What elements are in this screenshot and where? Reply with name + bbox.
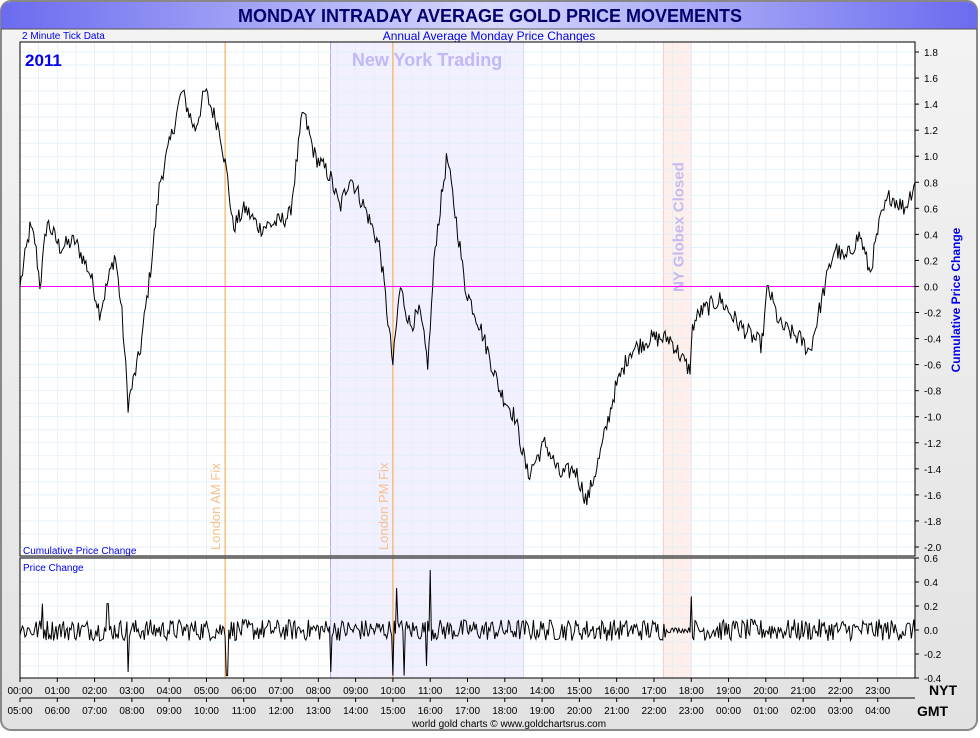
year-label: 2011 <box>25 51 62 70</box>
gmt-tick-label: 09:00 <box>157 706 182 717</box>
y-tick-label: 0.6 <box>924 204 938 215</box>
y-tick-label: 0.4 <box>924 230 938 241</box>
y-tick-label: 0.4 <box>924 578 938 589</box>
main-panel: London AM Fix London PM Fix New York Tradi… <box>19 41 942 557</box>
nyt-tick-label: 11:00 <box>418 686 443 697</box>
nyt-tick-label: 20:00 <box>753 686 778 697</box>
nyt-tick-label: 18:00 <box>679 686 704 697</box>
gmt-tick-label: 18:00 <box>492 706 517 717</box>
y-tick-label: 0.2 <box>924 256 938 267</box>
gmt-tick-label: 22:00 <box>641 706 666 717</box>
gmt-tick-label: 08:00 <box>119 706 144 717</box>
y-tick-label: -1.6 <box>924 491 942 502</box>
main-panel-label: Cumulative Price Change <box>23 546 137 557</box>
gmt-tick-label: 10:00 <box>194 706 219 717</box>
y-tick-label: 1.6 <box>924 74 938 85</box>
nyt-tick-label: 01:00 <box>45 686 70 697</box>
price-change-line <box>19 569 916 677</box>
nyt-tick-label: 06:00 <box>231 686 256 697</box>
gmt-tick-label: 02:00 <box>791 706 816 717</box>
nyt-tick-label: 22:00 <box>828 686 853 697</box>
footer-credit: world gold charts © www.goldchartsrus.co… <box>411 719 606 730</box>
y-tick-label: 1.4 <box>924 100 938 111</box>
gmt-tick-label: 05:00 <box>7 706 32 717</box>
main-panel-border <box>19 41 916 557</box>
y-tick-label: 0.8 <box>924 178 938 189</box>
globex-closed-band <box>662 41 692 557</box>
chart-subtitle: Annual Average Monday Price Changes <box>383 29 596 43</box>
title-band <box>1 2 977 29</box>
gmt-tick-label: 04:00 <box>865 706 890 717</box>
time-axes: 00:00 01:00 02:00 03:00 04:00 05:00 06:00 07:00… <box>7 678 915 717</box>
y-tick-label: -1.8 <box>924 517 942 528</box>
ny-trading-band <box>330 41 524 557</box>
y-tick-label: -0.4 <box>924 335 942 346</box>
gmt-tick-label: 00:00 <box>716 706 741 717</box>
gmt-tick-label: 11:00 <box>232 706 257 717</box>
y-tick-label: 1.0 <box>924 152 938 163</box>
tick-note: 2 Minute Tick Data <box>22 31 105 42</box>
y-tick-label: -1.2 <box>924 439 942 450</box>
nyt-axis-label: NYT <box>929 682 957 698</box>
gmt-tick-label: 14:00 <box>343 706 368 717</box>
nyt-tick-label: 21:00 <box>791 686 816 697</box>
gmt-tick-label: 06:00 <box>45 706 70 717</box>
y-axis-title: Cumulative Price Change <box>949 227 963 372</box>
y-tick-label: 1.2 <box>924 126 938 137</box>
nyt-tick-label: 02:00 <box>82 686 107 697</box>
nyt-tick-label: 23:00 <box>865 686 890 697</box>
fix-label: London AM Fix <box>208 463 223 550</box>
nyt-tick-label: 14:00 <box>530 686 555 697</box>
y-tick-label: 1.8 <box>924 48 938 59</box>
nyt-tick-label: 10:00 <box>380 686 405 697</box>
gmt-tick-label: 07:00 <box>82 706 107 717</box>
y-tick-label: -0.6 <box>924 361 942 372</box>
y-tick-label: 0.0 <box>924 282 938 293</box>
globex-closed-label: NY Globex Closed <box>670 162 687 292</box>
nyt-tick-label: 05:00 <box>194 686 219 697</box>
cumulative-price-line <box>19 87 916 506</box>
y-tick-label: -0.8 <box>924 387 942 398</box>
lower-panel-label: Price Change <box>23 563 84 574</box>
gmt-tick-label: 20:00 <box>567 706 592 717</box>
chart-title: MONDAY INTRADAY AVERAGE GOLD PRICE MOVEM… <box>238 6 742 26</box>
nyt-tick-label: 16:00 <box>604 686 629 697</box>
nyt-tick-label: 03:00 <box>119 686 144 697</box>
ny-trading-label: New York Trading <box>352 50 502 70</box>
y-tick-label: -1.4 <box>924 465 942 476</box>
gmt-tick-label: 01:00 <box>753 706 778 717</box>
gmt-tick-label: 15:00 <box>380 706 405 717</box>
nyt-tick-label: 00:00 <box>7 686 32 697</box>
gmt-tick-label: 16:00 <box>418 706 443 717</box>
nyt-tick-label: 13:00 <box>492 686 517 697</box>
nyt-tick-label: 19:00 <box>716 686 741 697</box>
y-tick-label: -1.0 <box>924 413 942 424</box>
nyt-tick-label: 09:00 <box>343 686 368 697</box>
gmt-tick-label: 21:00 <box>604 706 629 717</box>
nyt-tick-label: 15:00 <box>567 686 592 697</box>
gmt-tick-label: 23:00 <box>679 706 704 717</box>
y-tick-label: 0.6 <box>924 554 938 565</box>
price-change-panel: 0.6 0.4 0.2 0.0 -0.2 -0.4 <box>19 554 942 685</box>
y-tick-label: -0.2 <box>924 309 942 320</box>
y-tick-label: -0.4 <box>924 674 942 685</box>
y-tick-label: -2.0 <box>924 543 942 554</box>
y-tick-label: -0.2 <box>924 650 942 661</box>
gmt-tick-label: 19:00 <box>530 706 555 717</box>
gmt-tick-label: 13:00 <box>306 706 331 717</box>
nyt-tick-label: 08:00 <box>306 686 331 697</box>
nyt-tick-label: 12:00 <box>455 686 480 697</box>
fix-label: London PM Fix <box>376 462 391 550</box>
nyt-tick-label: 17:00 <box>641 686 666 697</box>
nyt-tick-label: 07:00 <box>269 686 294 697</box>
y-tick-label: 0.0 <box>924 626 938 637</box>
nyt-tick-label: 04:00 <box>157 686 182 697</box>
y-tick-label: 0.2 <box>924 602 938 613</box>
gmt-tick-label: 17:00 <box>455 706 480 717</box>
gmt-tick-label: 12:00 <box>269 706 294 717</box>
gmt-tick-label: 03:00 <box>828 706 853 717</box>
gmt-axis-label: GMT <box>917 703 949 719</box>
